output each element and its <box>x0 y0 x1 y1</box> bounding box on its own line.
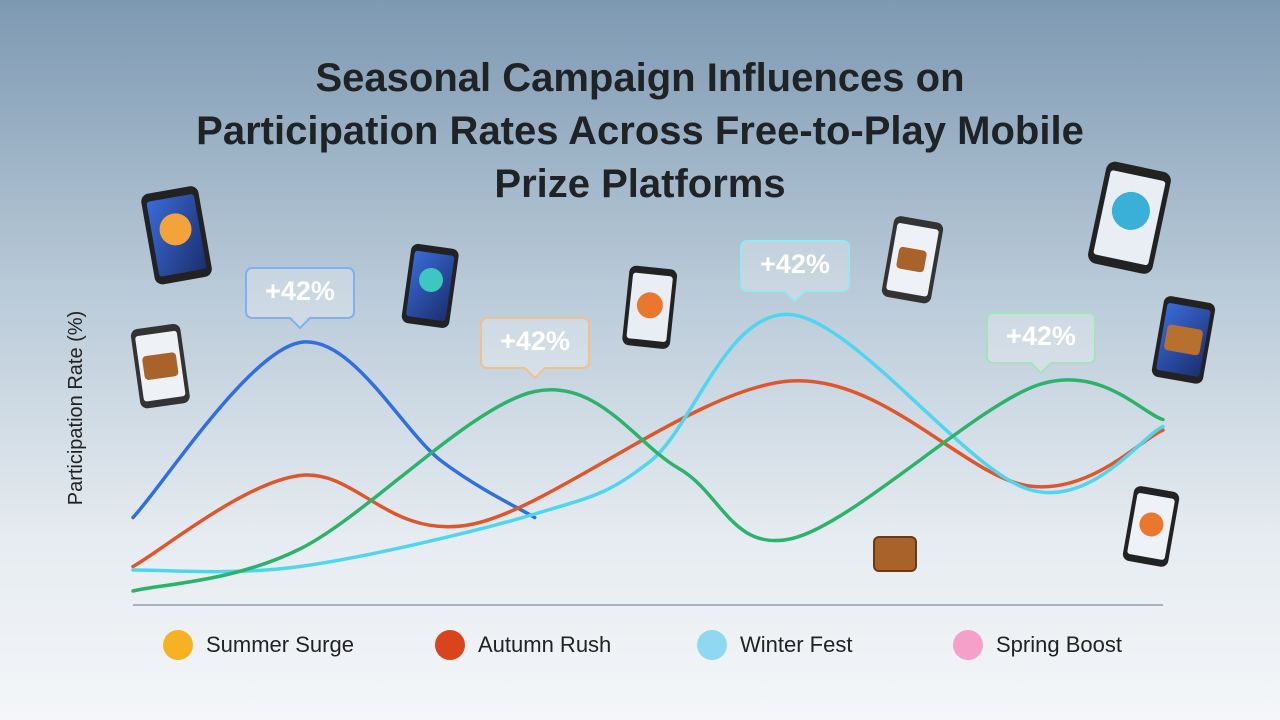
series-line <box>131 312 1165 574</box>
callout-bubble <box>986 312 1096 375</box>
callout: +42% <box>740 240 850 303</box>
legend-icon <box>435 630 465 660</box>
callout-text: +42% <box>760 249 830 279</box>
callout-text: +42% <box>265 276 335 306</box>
callout: +42% <box>245 267 355 330</box>
callout-bubble <box>480 317 590 380</box>
series-line <box>131 379 1165 569</box>
callout-bubble <box>740 240 850 303</box>
y-axis-label: Participation Rate (%) <box>65 311 87 506</box>
legend-icon <box>163 630 193 660</box>
legend-label: Summer Surge <box>206 632 354 657</box>
legend-label: Spring Boost <box>996 632 1122 657</box>
chart-title: Seasonal Campaign Influences on Particip… <box>196 56 1084 206</box>
legend-label: Autumn Rush <box>478 632 611 657</box>
series-line <box>131 378 1165 593</box>
series-line <box>131 340 537 520</box>
callout: +42% <box>986 312 1096 375</box>
callout: +42% <box>480 317 590 380</box>
callout-bubble <box>245 267 355 330</box>
legend-icon <box>697 630 727 660</box>
legend-icon <box>953 630 983 660</box>
decorations <box>130 161 1216 572</box>
callout-text: +42% <box>1006 321 1076 351</box>
legend-label: Winter Fest <box>740 632 852 657</box>
callout-text: +42% <box>500 326 570 356</box>
